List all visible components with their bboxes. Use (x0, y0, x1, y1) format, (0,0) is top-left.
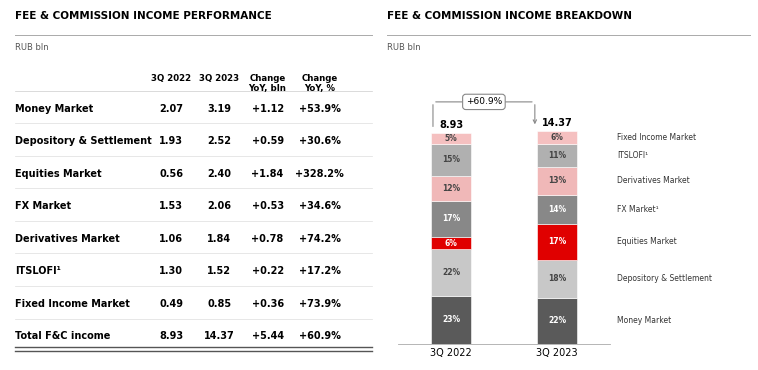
Bar (537, 298, 578, 344)
Text: Equities Market: Equities Market (15, 169, 102, 179)
Bar (537, 144, 578, 167)
Bar (431, 176, 471, 201)
Text: +1.12: +1.12 (252, 104, 283, 114)
Text: FX Market¹: FX Market¹ (617, 205, 659, 214)
Text: 13%: 13% (548, 176, 566, 185)
Text: 3.19: 3.19 (207, 104, 231, 114)
Text: 1.53: 1.53 (159, 201, 183, 211)
Bar (431, 249, 471, 296)
Text: Money Market: Money Market (15, 104, 93, 114)
Text: 6%: 6% (445, 239, 457, 248)
Text: 0.49: 0.49 (159, 299, 183, 309)
Text: 1.84: 1.84 (207, 234, 231, 244)
Bar (537, 224, 578, 260)
Text: RUB bln: RUB bln (387, 43, 420, 51)
Text: +53.9%: +53.9% (299, 104, 340, 114)
Text: 14.37: 14.37 (542, 118, 572, 128)
Text: Derivatives Market: Derivatives Market (15, 234, 120, 244)
Text: Derivatives Market: Derivatives Market (617, 176, 690, 185)
Text: 22%: 22% (442, 268, 460, 277)
Text: 1.52: 1.52 (207, 266, 231, 276)
Text: FEE & COMMISSION INCOME BREAKDOWN: FEE & COMMISSION INCOME BREAKDOWN (387, 11, 631, 21)
Text: +5.44: +5.44 (252, 332, 283, 342)
Text: +0.53: +0.53 (252, 201, 283, 211)
Bar (431, 134, 471, 144)
Bar (431, 201, 471, 237)
Text: +0.59: +0.59 (252, 136, 283, 146)
Text: 8.93: 8.93 (439, 120, 463, 130)
Text: +0.78: +0.78 (252, 234, 283, 244)
Text: 1.30: 1.30 (159, 266, 183, 276)
Text: +0.22: +0.22 (252, 266, 283, 276)
Text: 3Q 2023: 3Q 2023 (199, 74, 240, 83)
Text: 8.93: 8.93 (159, 332, 183, 342)
Bar (431, 296, 471, 344)
Text: 0.85: 0.85 (207, 299, 231, 309)
Text: ITSLOFI¹: ITSLOFI¹ (617, 151, 648, 160)
Text: +73.9%: +73.9% (299, 299, 340, 309)
Text: 3Q 2022: 3Q 2022 (151, 74, 191, 83)
Text: 17%: 17% (548, 238, 566, 246)
Bar (537, 167, 578, 195)
Text: 12%: 12% (442, 184, 460, 193)
Text: Change
YoY, bln: Change YoY, bln (249, 74, 287, 93)
Text: 2.40: 2.40 (207, 169, 231, 179)
Text: 23%: 23% (442, 315, 460, 324)
Text: 1.93: 1.93 (159, 136, 183, 146)
Text: 2.52: 2.52 (207, 136, 231, 146)
Text: Equities Market: Equities Market (617, 238, 677, 246)
Text: 5%: 5% (445, 134, 457, 143)
Text: +60.9%: +60.9% (299, 332, 340, 342)
Text: +1.84: +1.84 (252, 169, 283, 179)
Text: 0.56: 0.56 (159, 169, 183, 179)
Text: 2.06: 2.06 (207, 201, 231, 211)
Bar (431, 237, 471, 249)
Text: Change
YoY, %: Change YoY, % (302, 74, 338, 93)
Text: 22%: 22% (548, 316, 566, 326)
Text: +0.36: +0.36 (252, 299, 283, 309)
Text: +30.6%: +30.6% (299, 136, 340, 146)
Text: Depository & Settlement: Depository & Settlement (15, 136, 152, 146)
Text: +60.9%: +60.9% (465, 97, 502, 107)
Text: 15%: 15% (442, 155, 460, 164)
Text: Depository & Settlement: Depository & Settlement (617, 274, 713, 283)
Text: 17%: 17% (442, 214, 460, 223)
Text: Fixed Income Market: Fixed Income Market (15, 299, 130, 309)
Text: RUB bln: RUB bln (15, 43, 49, 51)
Text: +34.6%: +34.6% (299, 201, 340, 211)
Text: 1.06: 1.06 (159, 234, 183, 244)
Text: +74.2%: +74.2% (299, 234, 340, 244)
Bar (431, 144, 471, 176)
Text: 2.07: 2.07 (159, 104, 183, 114)
Text: FEE & COMMISSION INCOME PERFORMANCE: FEE & COMMISSION INCOME PERFORMANCE (15, 11, 272, 21)
Text: Total F&C income: Total F&C income (15, 332, 111, 342)
Text: Money Market: Money Market (617, 316, 672, 326)
Text: FX Market: FX Market (15, 201, 71, 211)
Text: 14.37: 14.37 (204, 332, 235, 342)
Text: 18%: 18% (548, 274, 566, 283)
Text: ITSLOFI¹: ITSLOFI¹ (15, 266, 61, 276)
Text: Fixed Income Market: Fixed Income Market (617, 133, 697, 142)
Text: 11%: 11% (548, 151, 566, 160)
Bar (537, 131, 578, 144)
Bar (537, 260, 578, 298)
Text: +17.2%: +17.2% (299, 266, 340, 276)
Bar (537, 195, 578, 224)
Text: 14%: 14% (548, 205, 566, 214)
Text: +328.2%: +328.2% (295, 169, 344, 179)
Text: 6%: 6% (551, 133, 563, 142)
